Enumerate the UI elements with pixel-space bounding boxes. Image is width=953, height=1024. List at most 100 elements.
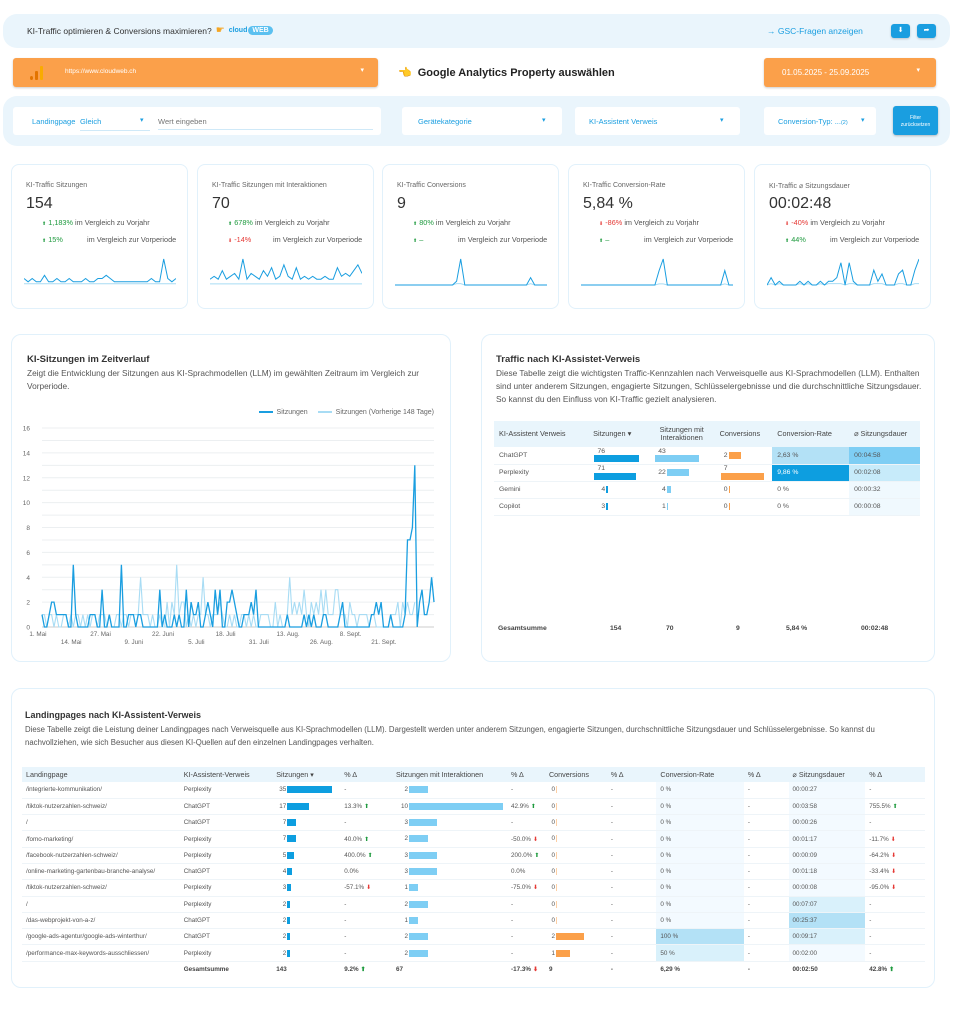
table-row[interactable]: Perplexity 71 22 7 9,86 % 00:02:08 <box>494 464 920 482</box>
table-row[interactable]: /tiktok-nutzerzahlen-schweiz/ Perplexity… <box>22 879 925 897</box>
chevron-down-icon: ▾ <box>360 67 364 74</box>
table-row[interactable]: /facebook-nutzerzahlen-schweiz/ Perplexi… <box>22 847 925 864</box>
landingpage-filter: Landingpage Gleich ▾ <box>13 107 381 135</box>
kpi-yoy-value: ⬇ -40% <box>785 218 809 227</box>
conversions-delta-cell: - <box>606 782 657 799</box>
column-header[interactable]: % Δ <box>606 767 657 782</box>
column-header[interactable]: % Δ <box>743 767 789 782</box>
table-row[interactable]: /das-webprojekt-von-a-z/ ChatGPT 2 - 1 -… <box>22 912 925 930</box>
kpi-prev-value: ⬆ – <box>413 235 424 244</box>
kpi-prev-value: ⬆ 44% <box>785 235 806 244</box>
column-header[interactable]: Conversion-Rate <box>656 767 744 782</box>
duration-delta-cell: -95.0% ⬇ <box>865 879 925 897</box>
sessions-bar <box>606 485 609 493</box>
duration-delta-cell: 755.5% ⬆ <box>865 798 925 816</box>
column-header[interactable]: Conversions <box>544 767 607 782</box>
table-row[interactable]: /online-marketing-gartenbau-branche-anal… <box>22 863 925 881</box>
column-header[interactable]: Sitzungen ▾ <box>588 421 649 447</box>
column-header[interactable]: ⌀ Sitzungsdauer <box>849 421 920 447</box>
sessions-cell: 2 <box>272 928 341 946</box>
pointing-left-icon: 👈 <box>398 67 412 79</box>
y-tick-label: 0 <box>26 625 30 632</box>
sparkline-current <box>210 258 362 281</box>
filter-value-input[interactable] <box>158 113 373 130</box>
column-header[interactable]: Sitzungen mit Interaktionen <box>648 421 715 447</box>
x-tick-label: 21. Sept. <box>371 639 396 646</box>
sessions-cell: 35 <box>272 782 341 799</box>
duration-cell: 00:09:17 <box>788 928 866 946</box>
table-row[interactable]: /performance-max-keywords-ausschliessen/… <box>22 944 925 962</box>
table-row[interactable]: / Perplexity 2 - 2 - 0 - 0 % - 00:07:07 … <box>22 896 925 913</box>
column-header[interactable]: % Δ <box>340 767 393 782</box>
table-row[interactable]: /fomo-marketing/ Perplexity 7 40.0% ⬆ 2 -… <box>22 830 925 848</box>
column-header[interactable]: % Δ <box>865 767 925 782</box>
conversions-cell: 0 <box>544 798 607 816</box>
landing-table-title: Landingpages nach KI-Assistent-Verweis <box>25 710 202 720</box>
ki-referral-filter[interactable]: KI-Assistent Verweis ▾ <box>575 107 740 135</box>
total-engaged: 70 <box>666 625 674 632</box>
engaged-delta-cell: -50.0% ⬇ <box>507 830 545 848</box>
arrow-up-icon: ⬆ <box>364 836 370 843</box>
legend-item-previous[interactable]: Sitzungen (Vorherige 148 Tage) <box>317 409 434 416</box>
gsc-questions-link[interactable]: → GSC-Fragen anzeigen <box>767 26 863 36</box>
rate-cell: 2,63 % <box>772 447 850 465</box>
column-header[interactable]: KI-Assistent Verweis <box>494 421 589 447</box>
total-duration-delta: 42.8% ⬆ <box>869 966 895 974</box>
reset-label-2: zurücksetzen <box>900 121 931 128</box>
rate-delta-cell: - <box>743 847 789 864</box>
table-row[interactable]: /integrierte-kommunikation/ Perplexity 3… <box>22 782 925 799</box>
download-button[interactable]: ⬇ <box>891 24 910 38</box>
legend-item-sessions[interactable]: Sitzungen <box>258 409 308 416</box>
kpi-sparkline <box>581 258 733 286</box>
rate-cell: 100 % <box>656 928 744 946</box>
column-header[interactable]: KI-Assistent-Verweis <box>179 767 273 782</box>
promo: KI-Traffic optimieren & Conversions maxi… <box>27 25 273 36</box>
table-row[interactable]: / ChatGPT 7 - 3 - 0 - 0 % - 00:00:26 - <box>22 814 925 832</box>
engaged-cell: 1 <box>392 912 508 930</box>
conversions-bar <box>555 835 557 843</box>
sessions-bar <box>287 786 333 794</box>
duration-delta-cell: -11.7% ⬇ <box>865 830 925 848</box>
duration-cell: 00:00:09 <box>788 847 866 864</box>
x-tick-label: 26. Aug. <box>310 639 333 646</box>
promo-bar: KI-Traffic optimieren & Conversions maxi… <box>3 14 950 48</box>
source-cell: Perplexity <box>179 847 273 864</box>
source-cell: ChatGPT <box>494 447 589 465</box>
referral-table: KI-Assistent Verweis Sitzungen ▾ Sitzungen… <box>494 421 920 516</box>
series-line-sessions <box>41 465 435 628</box>
cloudweb-logo[interactable]: cloud WEB <box>229 26 273 35</box>
share-button[interactable]: ➦ <box>917 24 936 38</box>
device-category-filter[interactable]: Gerätekategorie ▾ <box>402 107 562 135</box>
conversions-cell: 0 <box>544 830 607 848</box>
property-select[interactable]: https://www.cloudweb.ch ▾ <box>13 58 378 87</box>
column-header[interactable]: Conversions <box>714 421 773 447</box>
landingpage-cell: /google-ads-agentur/google-ads-winterthu… <box>22 928 180 946</box>
column-header[interactable]: Landingpage <box>22 767 180 782</box>
date-range-select[interactable]: 01.05.2025 - 25.09.2025 ▾ <box>764 58 936 87</box>
sessions-bar <box>594 472 637 480</box>
table-row[interactable]: ChatGPT 76 43 2 2,63 % 00:04:58 <box>494 447 920 465</box>
conversions-cell: 0 <box>544 912 607 930</box>
table-row[interactable]: Copilot 3 1 0 0 % 00:00:08 <box>494 498 920 516</box>
column-header[interactable]: Conversion-Rate <box>772 421 850 447</box>
kpi-value: 70 <box>212 195 230 212</box>
table-row[interactable]: /google-ads-agentur/google-ads-winterthu… <box>22 928 925 946</box>
arrow-down-icon: ⬇ <box>891 852 897 859</box>
engaged-delta-cell: - <box>507 912 545 930</box>
google-analytics-icon <box>30 66 44 80</box>
reset-filters-button[interactable]: Filter zurücksetzen <box>893 106 938 135</box>
kpi-prev: ⬆ 15% im Vergleich zur Vorperiode <box>42 235 177 244</box>
engaged-cell: 2 <box>392 928 508 946</box>
column-header[interactable]: % Δ <box>507 767 545 782</box>
conversion-type-filter[interactable]: Conversion-Typ: ...(2) ▾ <box>764 107 876 135</box>
duration-delta-cell: -64.2% ⬇ <box>865 847 925 864</box>
engaged-bar <box>409 786 428 794</box>
column-header[interactable]: ⌀ Sitzungsdauer <box>788 767 866 782</box>
column-header[interactable]: Sitzungen ▾ <box>272 767 341 782</box>
operator-select[interactable]: Gleich <box>80 117 150 131</box>
column-header[interactable]: Sitzungen mit Interaktionen <box>392 767 508 782</box>
table-row[interactable]: /tiktok-nutzerzahlen-schweiz/ ChatGPT 17… <box>22 798 925 816</box>
sessions-cell: 76 <box>588 447 649 465</box>
engaged-delta-cell: -75.0% ⬇ <box>507 879 545 897</box>
table-row[interactable]: Gemini 4 4 0 0 % 00:00:32 <box>494 481 920 499</box>
